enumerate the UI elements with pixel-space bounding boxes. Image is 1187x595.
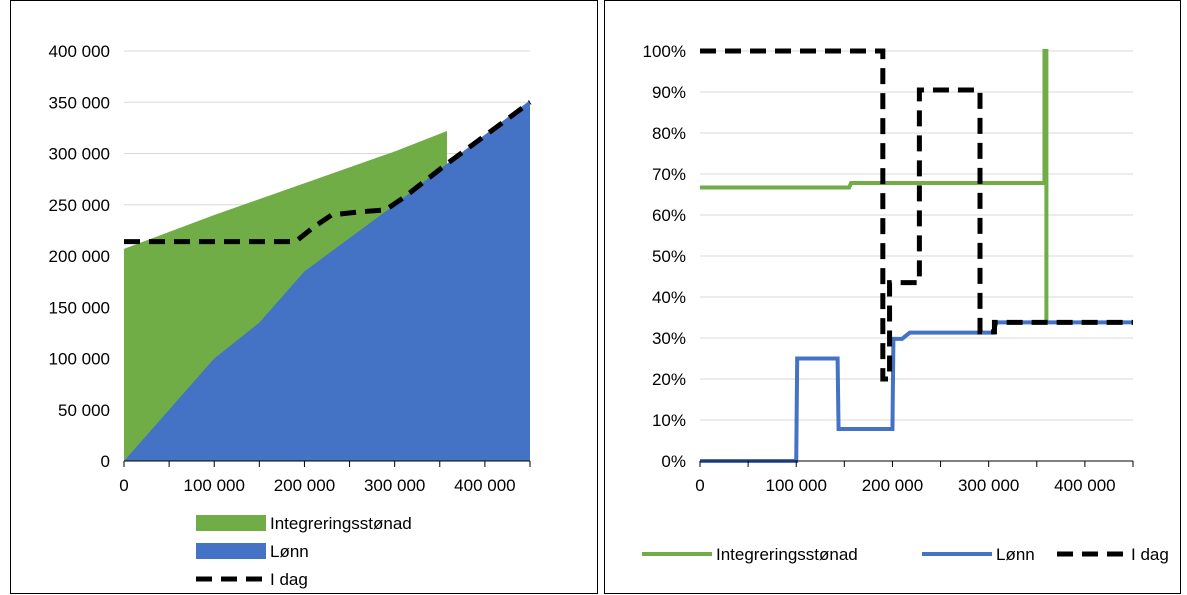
left-y-tick-label: 50 000 [58, 401, 110, 420]
right-series-2-line [700, 48, 1133, 382]
left-y-tick-label: 100 000 [49, 350, 110, 369]
chart-right-svg: 0% 10% 20% 30% 40% 50% 60% 70% 80% 90% 100% 0 100 00… [642, 42, 1169, 564]
right-x-tick-label: 300 000 [958, 476, 1019, 495]
left-x-tick-label: 300 000 [364, 476, 425, 495]
right-y-tick-label: 90% [652, 83, 686, 102]
right-y-tick-label: 40% [652, 288, 686, 307]
left-legend-label: I dag [270, 570, 308, 589]
left-series-1-area [124, 100, 530, 461]
right-legend-label: I dag [1131, 545, 1169, 564]
left-x-tick-label: 200 000 [274, 476, 335, 495]
left-x-tick-label: 400 000 [454, 476, 515, 495]
left-y-tick-label: 150 000 [49, 298, 110, 317]
right-y-tick-label: 70% [652, 165, 686, 184]
right-y-tick-label: 20% [652, 370, 686, 389]
left-y-tick-label: 350 000 [49, 93, 110, 112]
right-y-tick-label: 30% [652, 329, 686, 348]
right-x-tick-label: 0 [695, 476, 704, 495]
right-series-1-line [700, 320, 1133, 463]
left-y-tick-label: 400 000 [49, 42, 110, 61]
left-x-tick-label: 100 000 [183, 476, 244, 495]
left-x-tick-label: 0 [119, 476, 128, 495]
left-series-2-line [124, 100, 532, 245]
left-legend-swatch [196, 543, 266, 559]
right-legend-label: Lønn [996, 545, 1035, 564]
left-y-tick-label: 0 [101, 452, 110, 471]
right-y-tick-label: 0% [661, 452, 686, 471]
right-x-tick-label: 100 000 [765, 476, 826, 495]
right-y-tick-label: 60% [652, 206, 686, 225]
right-y-tick-label: 100% [643, 42, 686, 61]
right-legend-label: Integreringsstønad [716, 545, 858, 564]
left-y-tick-label: 300 000 [49, 145, 110, 164]
left-legend-swatch [196, 515, 266, 531]
left-legend-label: Lønn [270, 542, 309, 561]
chart-left: 0 50 000 100 000 150 000 200 000 250 000 300 0… [10, 0, 598, 594]
right-y-tick-label: 80% [652, 124, 686, 143]
right-x-tick-label: 400 000 [1054, 476, 1115, 495]
right-x-tick-label: 200 000 [862, 476, 923, 495]
left-legend-label: Integreringsstønad [270, 514, 412, 533]
left-y-tick-label: 200 000 [49, 247, 110, 266]
chart-right: 0% 10% 20% 30% 40% 50% 60% 70% 80% 90% 100% 0 100 00… [604, 0, 1181, 594]
right-series-0-line [700, 49, 1049, 323]
right-y-tick-label: 50% [652, 247, 686, 266]
right-y-tick-label: 10% [652, 411, 686, 430]
left-y-tick-label: 250 000 [49, 196, 110, 215]
chart-left-svg: 0 50 000 100 000 150 000 200 000 250 000 300 0… [49, 42, 532, 589]
